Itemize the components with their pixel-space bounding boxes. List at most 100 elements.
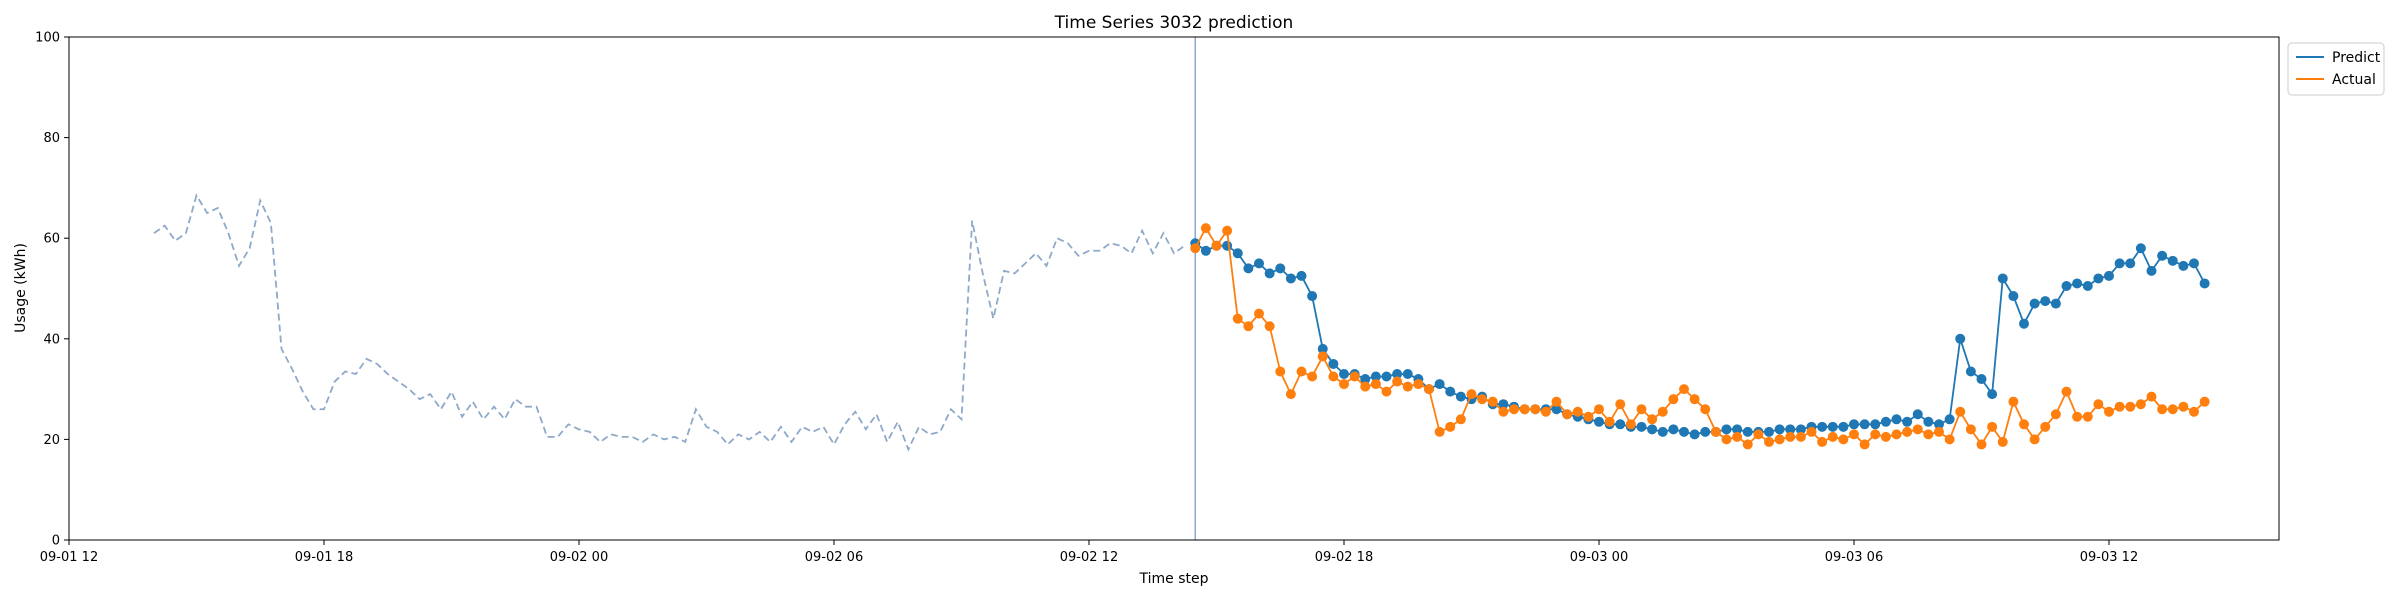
actual-point	[1880, 431, 1891, 442]
actual-point	[1817, 436, 1828, 447]
y-tick-label: 60	[43, 232, 60, 247]
predict-point	[2029, 298, 2040, 309]
actual-point	[1413, 379, 1424, 390]
predict-point	[1732, 424, 1743, 435]
actual-point	[2040, 421, 2051, 432]
predict-point	[1275, 263, 1286, 274]
predict-point	[1689, 429, 1700, 440]
predict-point	[1902, 416, 1913, 427]
predict-point	[1381, 371, 1392, 382]
actual-point	[1285, 389, 1296, 400]
predict-point	[2146, 265, 2157, 276]
predict-point	[2135, 243, 2146, 254]
predict-point	[1445, 386, 1456, 397]
y-tick-label: 20	[43, 433, 60, 448]
predict-point	[1891, 414, 1902, 425]
actual-point	[1551, 396, 1562, 407]
actual-point	[1732, 431, 1743, 442]
predict-point	[2093, 273, 2104, 284]
predict-point	[1222, 240, 1233, 251]
actual-point	[2019, 419, 2029, 430]
actual-point	[1742, 439, 1753, 450]
actual-point	[1339, 379, 1349, 390]
predict-point	[2167, 255, 2178, 266]
y-tick-label: 100	[35, 31, 60, 46]
actual-point	[1562, 409, 1573, 420]
actual-point	[2178, 401, 2189, 412]
actual-point	[1381, 386, 1392, 397]
actual-point	[2050, 409, 2061, 420]
series-actual	[1190, 223, 2210, 450]
plot-frame	[68, 36, 2280, 541]
predict-point	[1997, 273, 2008, 284]
actual-point	[1859, 439, 1870, 450]
actual-point	[1647, 414, 1658, 425]
predict-point	[1647, 424, 1658, 435]
x-tick-label: 09-01 12	[40, 550, 98, 565]
y-axis: 0 20 40 60 80 100	[35, 31, 69, 549]
predict-point	[1965, 366, 1976, 377]
series-predict	[1190, 238, 2210, 440]
predict-point	[1785, 424, 1796, 435]
predict-point	[1880, 416, 1891, 427]
actual-point	[1965, 424, 1976, 435]
actual-point	[1753, 429, 1764, 440]
actual-point	[1402, 381, 1413, 392]
predict-point	[2019, 318, 2029, 329]
x-axis-label: Time step	[1139, 571, 1209, 587]
predict-point	[2199, 278, 2210, 289]
predict-point	[2157, 250, 2168, 261]
predict-point	[2072, 278, 2083, 289]
actual-point	[1976, 439, 1987, 450]
actual-point	[1434, 426, 1445, 437]
x-tick-label: 09-02 00	[550, 550, 608, 565]
predict-point	[1976, 374, 1987, 385]
predict-point	[1254, 258, 1264, 269]
predict-point	[1764, 426, 1774, 437]
y-axis-label: Usage (kWh)	[13, 243, 29, 333]
predict-point	[1849, 419, 1859, 430]
predict-point	[1339, 369, 1349, 380]
actual-point	[1222, 225, 1233, 236]
predict-point	[1923, 416, 1934, 427]
predict-point	[1402, 369, 1413, 380]
predict-point	[1668, 424, 1679, 435]
x-tick-label: 09-01 18	[295, 550, 353, 565]
predict-point	[1594, 416, 1604, 427]
predict-point	[1232, 248, 1243, 259]
y-tick-label: 0	[52, 534, 60, 549]
predict-point	[1817, 421, 1828, 432]
predict-point	[1434, 379, 1445, 390]
actual-point	[1700, 404, 1711, 415]
plot-area	[69, 37, 2279, 540]
predict-point	[1859, 419, 1870, 430]
actual-point	[1827, 431, 1838, 442]
actual-point	[1838, 434, 1849, 445]
predict-point	[1317, 343, 1328, 354]
actual-point	[1498, 406, 1509, 417]
actual-point	[1487, 396, 1498, 407]
actual-point	[1392, 376, 1403, 387]
predict-point	[2114, 258, 2125, 269]
legend-label: Predict	[2332, 50, 2381, 66]
actual-point	[2167, 404, 2178, 415]
predict-point	[1200, 245, 1211, 256]
actual-point	[1232, 313, 1243, 324]
actual-point	[1254, 308, 1264, 319]
actual-point	[1849, 429, 1859, 440]
predict-point	[1264, 268, 1275, 279]
actual-point	[1944, 434, 1955, 445]
predict-point	[1285, 273, 1296, 284]
actual-point	[1636, 404, 1647, 415]
actual-point	[1615, 399, 1626, 410]
actual-point	[1891, 429, 1902, 440]
actual-point	[1200, 223, 1211, 234]
predict-point	[1838, 421, 1849, 432]
actual-point	[1540, 406, 1551, 417]
actual-point	[1243, 321, 1254, 332]
x-tick-label: 09-03 00	[1570, 550, 1628, 565]
predict-point	[1870, 419, 1881, 430]
chart-title: Time Series 3032 prediction	[1054, 13, 1294, 33]
predict-point	[1679, 426, 1689, 437]
predict-point	[1328, 358, 1339, 369]
